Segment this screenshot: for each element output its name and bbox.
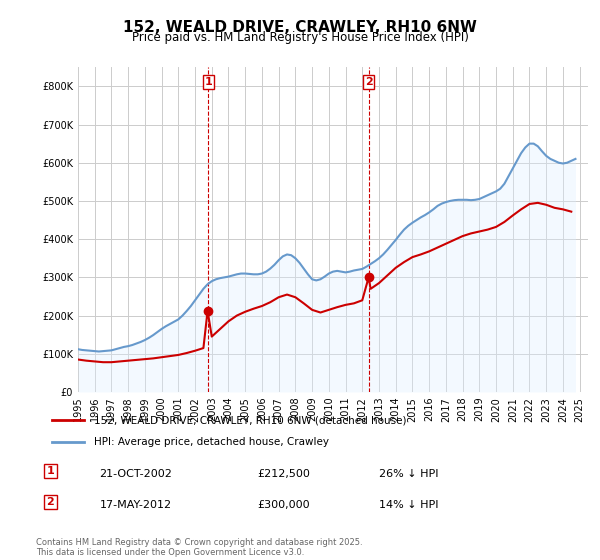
Text: 1: 1: [47, 466, 55, 476]
Text: 26% ↓ HPI: 26% ↓ HPI: [379, 469, 439, 479]
Text: £212,500: £212,500: [258, 469, 311, 479]
Text: Price paid vs. HM Land Registry's House Price Index (HPI): Price paid vs. HM Land Registry's House …: [131, 31, 469, 44]
Text: Contains HM Land Registry data © Crown copyright and database right 2025.
This d: Contains HM Land Registry data © Crown c…: [36, 538, 362, 557]
Text: 2: 2: [47, 497, 55, 507]
Text: 152, WEALD DRIVE, CRAWLEY, RH10 6NW (detached house): 152, WEALD DRIVE, CRAWLEY, RH10 6NW (det…: [94, 415, 407, 425]
Text: 2: 2: [365, 77, 373, 87]
Text: 1: 1: [205, 77, 212, 87]
Text: 152, WEALD DRIVE, CRAWLEY, RH10 6NW: 152, WEALD DRIVE, CRAWLEY, RH10 6NW: [123, 20, 477, 35]
Text: 14% ↓ HPI: 14% ↓ HPI: [379, 500, 439, 510]
Text: £300,000: £300,000: [258, 500, 310, 510]
Text: HPI: Average price, detached house, Crawley: HPI: Average price, detached house, Craw…: [94, 437, 329, 447]
Text: 17-MAY-2012: 17-MAY-2012: [100, 500, 172, 510]
Text: 21-OCT-2002: 21-OCT-2002: [100, 469, 172, 479]
